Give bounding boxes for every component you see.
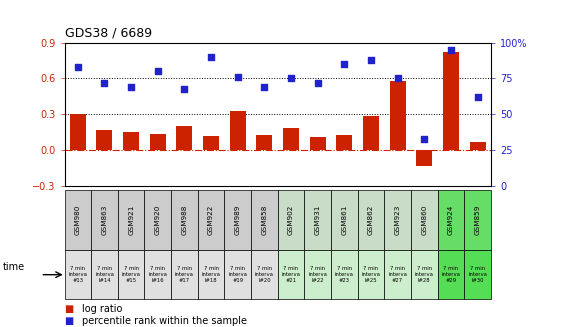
Point: [393, 76, 402, 81]
Bar: [230, 111, 246, 150]
Bar: [256, 135, 273, 150]
Text: ■: ■: [65, 304, 73, 314]
Text: GSM902: GSM902: [288, 205, 294, 235]
Text: 7 min
interva
#15: 7 min interva #15: [122, 267, 141, 283]
Text: percentile rank within the sample: percentile rank within the sample: [82, 316, 247, 326]
Text: 7 min
interva
l#14: 7 min interva l#14: [95, 267, 114, 283]
Text: GSM980: GSM980: [75, 205, 81, 235]
Text: ■: ■: [65, 316, 73, 326]
Point: [127, 84, 136, 90]
Bar: [416, 150, 432, 166]
Text: 7 min
interva
#13: 7 min interva #13: [68, 267, 88, 283]
Point: [447, 47, 456, 52]
Point: [233, 75, 242, 80]
Point: [340, 61, 349, 67]
Text: GSM863: GSM863: [102, 205, 108, 235]
Text: 7 min
interva
#23: 7 min interva #23: [335, 267, 354, 283]
Text: GSM860: GSM860: [421, 205, 427, 235]
Point: [313, 80, 322, 85]
Text: 7 min
interva
#17: 7 min interva #17: [175, 267, 194, 283]
Text: 7 min
interva
l#22: 7 min interva l#22: [308, 267, 327, 283]
Point: [206, 54, 215, 60]
Point: [180, 86, 189, 91]
Text: time: time: [3, 262, 25, 271]
Bar: [70, 114, 86, 150]
Bar: [150, 134, 166, 150]
Text: 7 min
interva
l#25: 7 min interva l#25: [361, 267, 380, 283]
Text: 7 min
interva
l#28: 7 min interva l#28: [415, 267, 434, 283]
Text: GSM862: GSM862: [368, 205, 374, 235]
Text: GSM858: GSM858: [261, 205, 268, 235]
Text: 7 min
interva
l#18: 7 min interva l#18: [201, 267, 220, 283]
Text: 7 min
interva
l#20: 7 min interva l#20: [255, 267, 274, 283]
Text: GSM988: GSM988: [181, 205, 187, 235]
Point: [473, 95, 482, 100]
Text: log ratio: log ratio: [82, 304, 123, 314]
Bar: [176, 127, 192, 150]
Bar: [470, 142, 485, 150]
Bar: [363, 116, 379, 150]
Point: [153, 69, 162, 74]
Text: GSM859: GSM859: [475, 205, 481, 235]
Text: GSM931: GSM931: [315, 205, 321, 235]
Bar: [123, 132, 139, 150]
Text: 7 min
interva
#19: 7 min interva #19: [228, 267, 247, 283]
Text: GSM924: GSM924: [448, 205, 454, 235]
Bar: [96, 130, 112, 150]
Bar: [443, 52, 459, 150]
Point: [287, 76, 296, 81]
Point: [420, 136, 429, 142]
Text: 7 min
interva
#27: 7 min interva #27: [388, 267, 407, 283]
Bar: [336, 135, 352, 150]
Text: GDS38 / 6689: GDS38 / 6689: [65, 26, 151, 39]
Text: 7 min
interva
l#16: 7 min interva l#16: [148, 267, 167, 283]
Text: 7 min
interva
l#30: 7 min interva l#30: [468, 267, 487, 283]
Point: [73, 64, 82, 70]
Bar: [203, 136, 219, 150]
Bar: [310, 137, 325, 150]
Text: GSM920: GSM920: [155, 205, 161, 235]
Text: 7 min
interva
#29: 7 min interva #29: [442, 267, 461, 283]
Bar: [283, 128, 299, 150]
Text: GSM861: GSM861: [341, 205, 347, 235]
Text: GSM989: GSM989: [234, 205, 241, 235]
Point: [260, 84, 269, 90]
Point: [366, 57, 375, 62]
Point: [100, 80, 109, 85]
Text: GSM922: GSM922: [208, 205, 214, 235]
Text: 7 min
interva
#21: 7 min interva #21: [282, 267, 301, 283]
Bar: [389, 81, 406, 150]
Text: GSM923: GSM923: [394, 205, 401, 235]
Text: GSM921: GSM921: [128, 205, 134, 235]
